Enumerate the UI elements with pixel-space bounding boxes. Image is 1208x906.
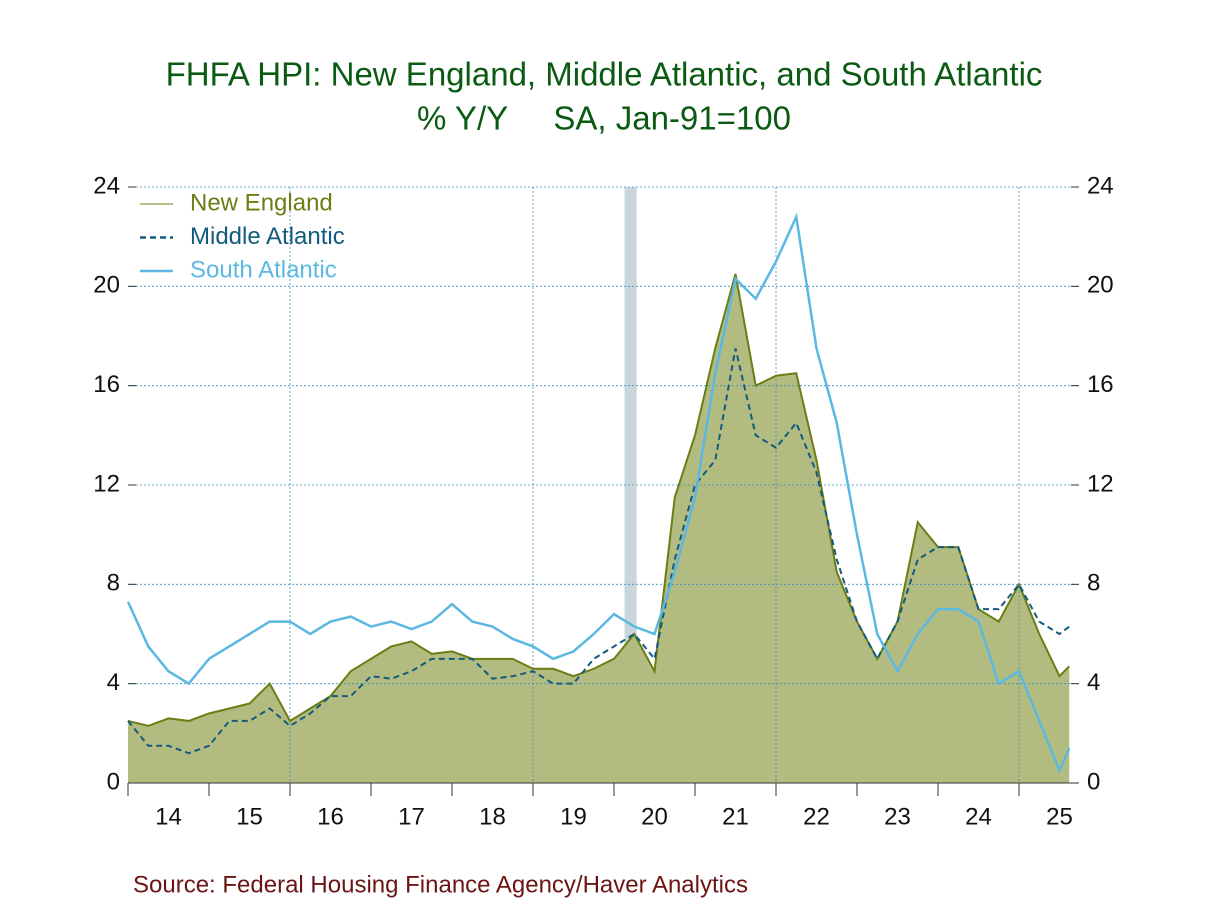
x-tick-label: 23 bbox=[884, 803, 911, 830]
x-tick-label: 21 bbox=[722, 803, 749, 830]
y2-tick-label: 4 bbox=[1087, 669, 1100, 696]
y-tick-label: 20 bbox=[93, 272, 120, 299]
y2-tick-label: 0 bbox=[1087, 768, 1100, 795]
y2-tick-label: 20 bbox=[1087, 272, 1114, 299]
x-tick-label: 16 bbox=[317, 803, 344, 830]
x-tick-label: 14 bbox=[155, 803, 182, 830]
chart-subtitle: % Y/Y SA, Jan-91=100 bbox=[417, 100, 791, 137]
y-tick-label: 0 bbox=[107, 768, 120, 795]
series-line bbox=[127, 348, 1070, 755]
area bbox=[128, 273, 1070, 783]
y2-tick-label: 24 bbox=[1087, 172, 1114, 199]
legend-label: New England bbox=[190, 189, 333, 216]
x-tick-label: 20 bbox=[641, 803, 668, 830]
x-tick-label: 18 bbox=[479, 803, 506, 830]
series-line bbox=[127, 273, 1070, 727]
x-tick-label: 15 bbox=[236, 803, 263, 830]
legend-label: Middle Atlantic bbox=[190, 223, 345, 250]
y-tick-label: 8 bbox=[107, 570, 120, 597]
x-tick-label: 19 bbox=[560, 803, 587, 830]
y-tick-label: 24 bbox=[93, 172, 120, 199]
legend-label: South Atlantic bbox=[190, 256, 337, 283]
x-tick-label: 25 bbox=[1046, 803, 1073, 830]
source-note: Source: Federal Housing Finance Agency/H… bbox=[133, 871, 748, 898]
x-tick-label: 24 bbox=[965, 803, 992, 830]
y2-tick-label: 16 bbox=[1087, 371, 1114, 398]
y-tick-label: 16 bbox=[93, 371, 120, 398]
y-tick-label: 4 bbox=[107, 669, 120, 696]
series-line bbox=[126, 212, 1071, 774]
x-tick-label: 17 bbox=[398, 803, 425, 830]
chart-title: FHFA HPI: New England, Middle Atlantic, … bbox=[166, 56, 1043, 93]
x-tick-label: 22 bbox=[803, 803, 830, 830]
y-tick-label: 12 bbox=[93, 470, 120, 497]
y2-tick-label: 8 bbox=[1087, 570, 1100, 597]
y2-tick-label: 12 bbox=[1087, 470, 1114, 497]
